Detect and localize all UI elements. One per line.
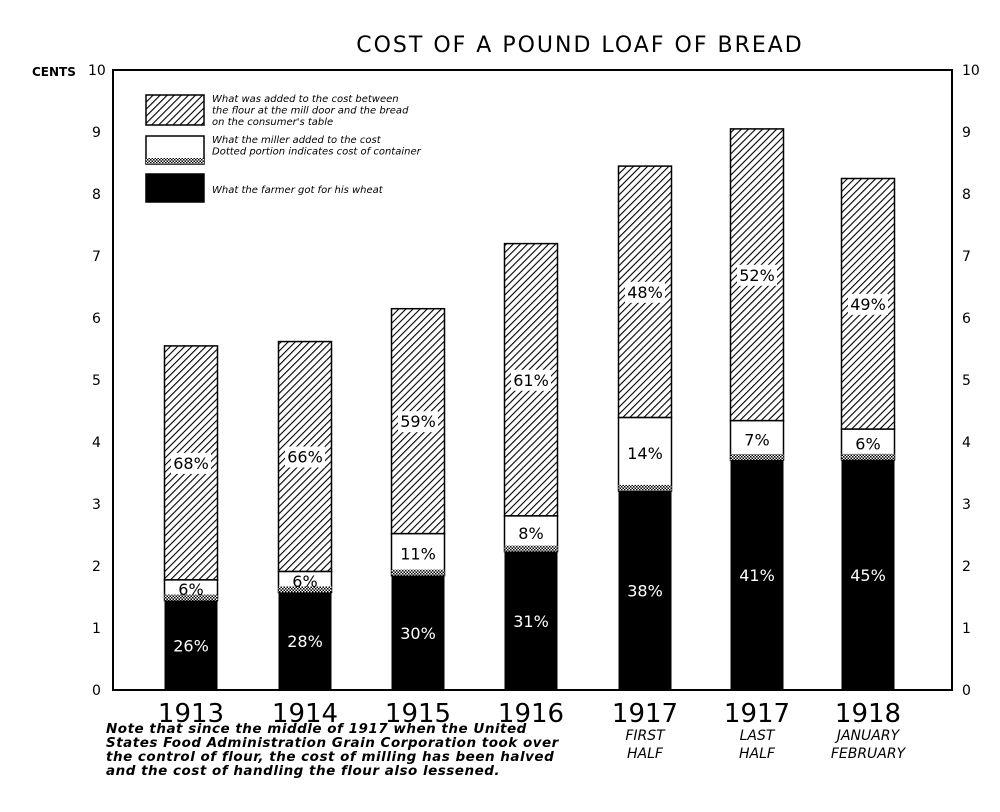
- data-label-farmer: 38%: [627, 581, 663, 600]
- data-label-distribution: 66%: [287, 448, 323, 467]
- legend-label: the flour at the mill door and the bread: [212, 106, 409, 117]
- note-line: the control of flour, the cost of millin…: [106, 749, 555, 765]
- bar-segment-container: [391, 569, 445, 576]
- footnote: Note that since the middle of 1917 when …: [106, 722, 626, 778]
- bar-segment-farmer: [164, 600, 218, 690]
- data-label-distribution: 52%: [739, 266, 775, 285]
- x-tick-label: FIRST: [625, 728, 666, 744]
- bar-segment-miller: [617, 416, 673, 492]
- data-label-miller: 6%: [178, 580, 203, 599]
- bar-segment-container: [164, 594, 218, 601]
- data-label-miller: 11%: [400, 545, 436, 564]
- y-tick-label-left: 1: [92, 621, 101, 637]
- x-tick-label: 1917: [612, 699, 678, 729]
- x-tick-label: 1915: [385, 699, 451, 729]
- legend-swatch: [145, 173, 205, 203]
- x-tick-label: FEBRUARY: [831, 746, 907, 762]
- y-tick-label-left: 10: [88, 63, 106, 79]
- y-tick-label-right: 4: [962, 435, 971, 451]
- data-label-miller: 6%: [855, 434, 880, 453]
- data-label-distribution: 59%: [400, 412, 436, 431]
- data-label-miller: 7%: [744, 430, 769, 449]
- bar-segment-container: [730, 453, 784, 460]
- legend-label: Dotted portion indicates cost of contain…: [212, 147, 422, 158]
- y-tick-label-left: 0: [92, 683, 101, 699]
- x-tick-label: HALF: [739, 746, 776, 762]
- y-tick-label-right: 0: [962, 683, 971, 699]
- legend-swatch: [145, 94, 205, 126]
- data-label-miller: 6%: [292, 572, 317, 591]
- legend-swatch-dots: [146, 158, 204, 164]
- y-tick-label-right: 6: [962, 311, 971, 327]
- data-label-miller: 14%: [627, 444, 663, 463]
- bar-segment-container: [841, 453, 895, 460]
- bar-segment-container: [504, 545, 558, 552]
- legend-label: What was added to the cost between: [212, 94, 399, 105]
- y-tick-label-left: 3: [92, 497, 101, 513]
- data-label-bg: [171, 452, 211, 474]
- y-tick-label-left: 5: [92, 373, 101, 389]
- note-line: States Food Administration Grain Corpora…: [106, 735, 559, 751]
- y-tick-label-left: 8: [92, 187, 101, 203]
- y-tick-label-right: 7: [962, 249, 971, 265]
- bar-segment-farmer: [504, 551, 558, 690]
- data-label-bg: [848, 293, 888, 315]
- y-tick-label-left: 6: [92, 311, 101, 327]
- data-label-bg: [511, 369, 551, 391]
- note-line: and the cost of handling the flour also …: [106, 763, 501, 779]
- note-line: Note that since the middle of 1917 when …: [106, 721, 527, 737]
- data-label-miller: 8%: [518, 524, 543, 543]
- data-label-bg: [737, 264, 777, 286]
- data-label-bg: [285, 446, 325, 468]
- bar-segment-farmer: [841, 459, 895, 690]
- x-tick-label: LAST: [740, 728, 776, 744]
- y-tick-label-right: 5: [962, 373, 971, 389]
- x-tick-label: HALF: [627, 746, 664, 762]
- x-tick-label: 1916: [498, 699, 564, 729]
- data-label-bg: [625, 281, 665, 303]
- bar-segment-container: [278, 586, 332, 593]
- data-label-distribution: 49%: [850, 295, 886, 314]
- data-label-distribution: 61%: [513, 371, 549, 390]
- y-tick-label-right: 8: [962, 187, 971, 203]
- y-tick-label-right: 1: [962, 621, 971, 637]
- legend-label: What the farmer got for his wheat: [212, 185, 384, 196]
- x-tick-label: 1917: [724, 699, 790, 729]
- chart-title: COST OF A POUND LOAF OF BREAD: [356, 33, 804, 58]
- bar-segment-farmer: [730, 459, 784, 690]
- x-tick-label: JANUARY: [834, 728, 901, 744]
- y-axis-label: CENTS: [32, 65, 76, 79]
- bar-segment-miller: [729, 419, 785, 461]
- y-tick-label-left: 7: [92, 249, 101, 265]
- data-label-farmer: 28%: [287, 632, 323, 651]
- x-tick-label: 1914: [272, 699, 338, 729]
- bar-segment-miller: [390, 532, 446, 577]
- x-tick-label: 1918: [835, 699, 901, 729]
- data-label-farmer: 26%: [173, 636, 209, 655]
- legend-label: on the consumer's table: [212, 117, 333, 128]
- bar-segment-farmer: [278, 592, 332, 690]
- data-label-farmer: 30%: [400, 624, 436, 643]
- bar-segment-container: [618, 484, 672, 491]
- y-tick-label-right: 3: [962, 497, 971, 513]
- data-label-distribution: 68%: [173, 454, 209, 473]
- y-tick-label-left: 4: [92, 435, 101, 451]
- y-tick-label-left: 2: [92, 559, 101, 575]
- x-tick-label: 1913: [158, 699, 224, 729]
- y-tick-label-right: 9: [962, 125, 971, 141]
- y-tick-label-left: 9: [92, 125, 101, 141]
- data-label-farmer: 31%: [513, 612, 549, 631]
- y-tick-label-right: 10: [962, 63, 980, 79]
- data-label-farmer: 45%: [850, 566, 886, 585]
- legend-label: What the miller added to the cost: [212, 135, 382, 146]
- bar-segment-farmer: [618, 490, 672, 690]
- y-tick-label-right: 2: [962, 559, 971, 575]
- bar-segment-farmer: [391, 575, 445, 690]
- data-label-bg: [398, 411, 438, 433]
- data-label-farmer: 41%: [739, 566, 775, 585]
- data-label-distribution: 48%: [627, 283, 663, 302]
